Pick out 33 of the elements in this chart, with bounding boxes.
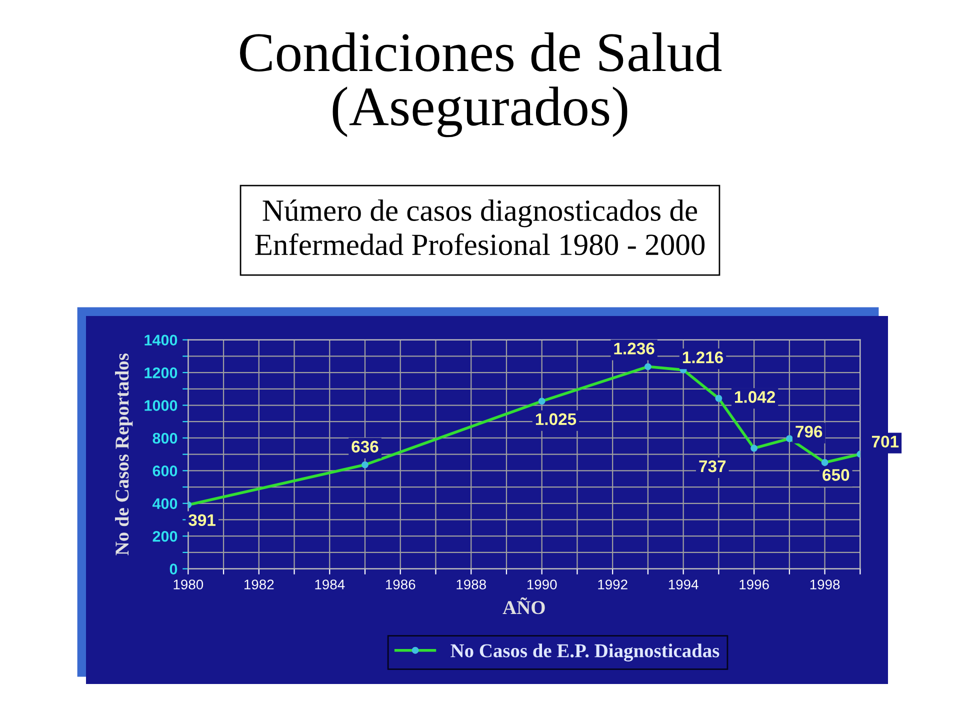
data-label: 1.025: [536, 413, 576, 426]
x-tick-label: 1992: [598, 580, 628, 590]
y-tick-label: 1000: [144, 400, 178, 411]
chart-title: Condiciones de Salud (Asegurados): [240, 32, 722, 138]
x-tick-label: 1988: [456, 580, 486, 590]
y-tick-label: 0: [170, 564, 178, 574]
x-tick-label: 1982: [244, 580, 274, 590]
chart-subtitle: Número de casos diagnosticados de Enfermedad Profesional 1980 - 2000: [255, 199, 705, 256]
y-tick-label: 400: [152, 498, 178, 510]
x-tick-label: 1984: [315, 580, 345, 590]
y-tick-label: 1400: [144, 334, 178, 346]
x-tick-label: 1986: [386, 580, 416, 590]
y-tick-label: 1200: [144, 367, 178, 378]
data-label: 650: [822, 469, 850, 481]
x-tick-label: 1994: [668, 580, 698, 590]
x-tick-label: 1996: [740, 580, 769, 590]
data-label: 737: [699, 460, 726, 472]
data-label: 636: [352, 440, 378, 453]
y-tick-label: 600: [152, 466, 178, 476]
x-tick-label: 1998: [810, 580, 840, 590]
legend-label: No Casos de E.P. Diagnosticadas: [450, 644, 720, 662]
y-tick-label: 200: [152, 530, 178, 542]
data-label: 1.236: [614, 342, 654, 354]
x-axis-title: AÑO: [502, 597, 545, 614]
data-label: 796: [796, 426, 822, 438]
x-tick-label: 1980: [174, 580, 204, 590]
x-tick-label: 1990: [527, 580, 557, 590]
data-label: 1.042: [734, 391, 775, 403]
data-label: 701: [872, 436, 899, 448]
data-label: 1.216: [682, 351, 724, 364]
data-label: 391: [188, 514, 216, 526]
y-tick-label: 800: [152, 432, 178, 444]
y-axis-title: No de Casos Reportados: [115, 354, 133, 556]
